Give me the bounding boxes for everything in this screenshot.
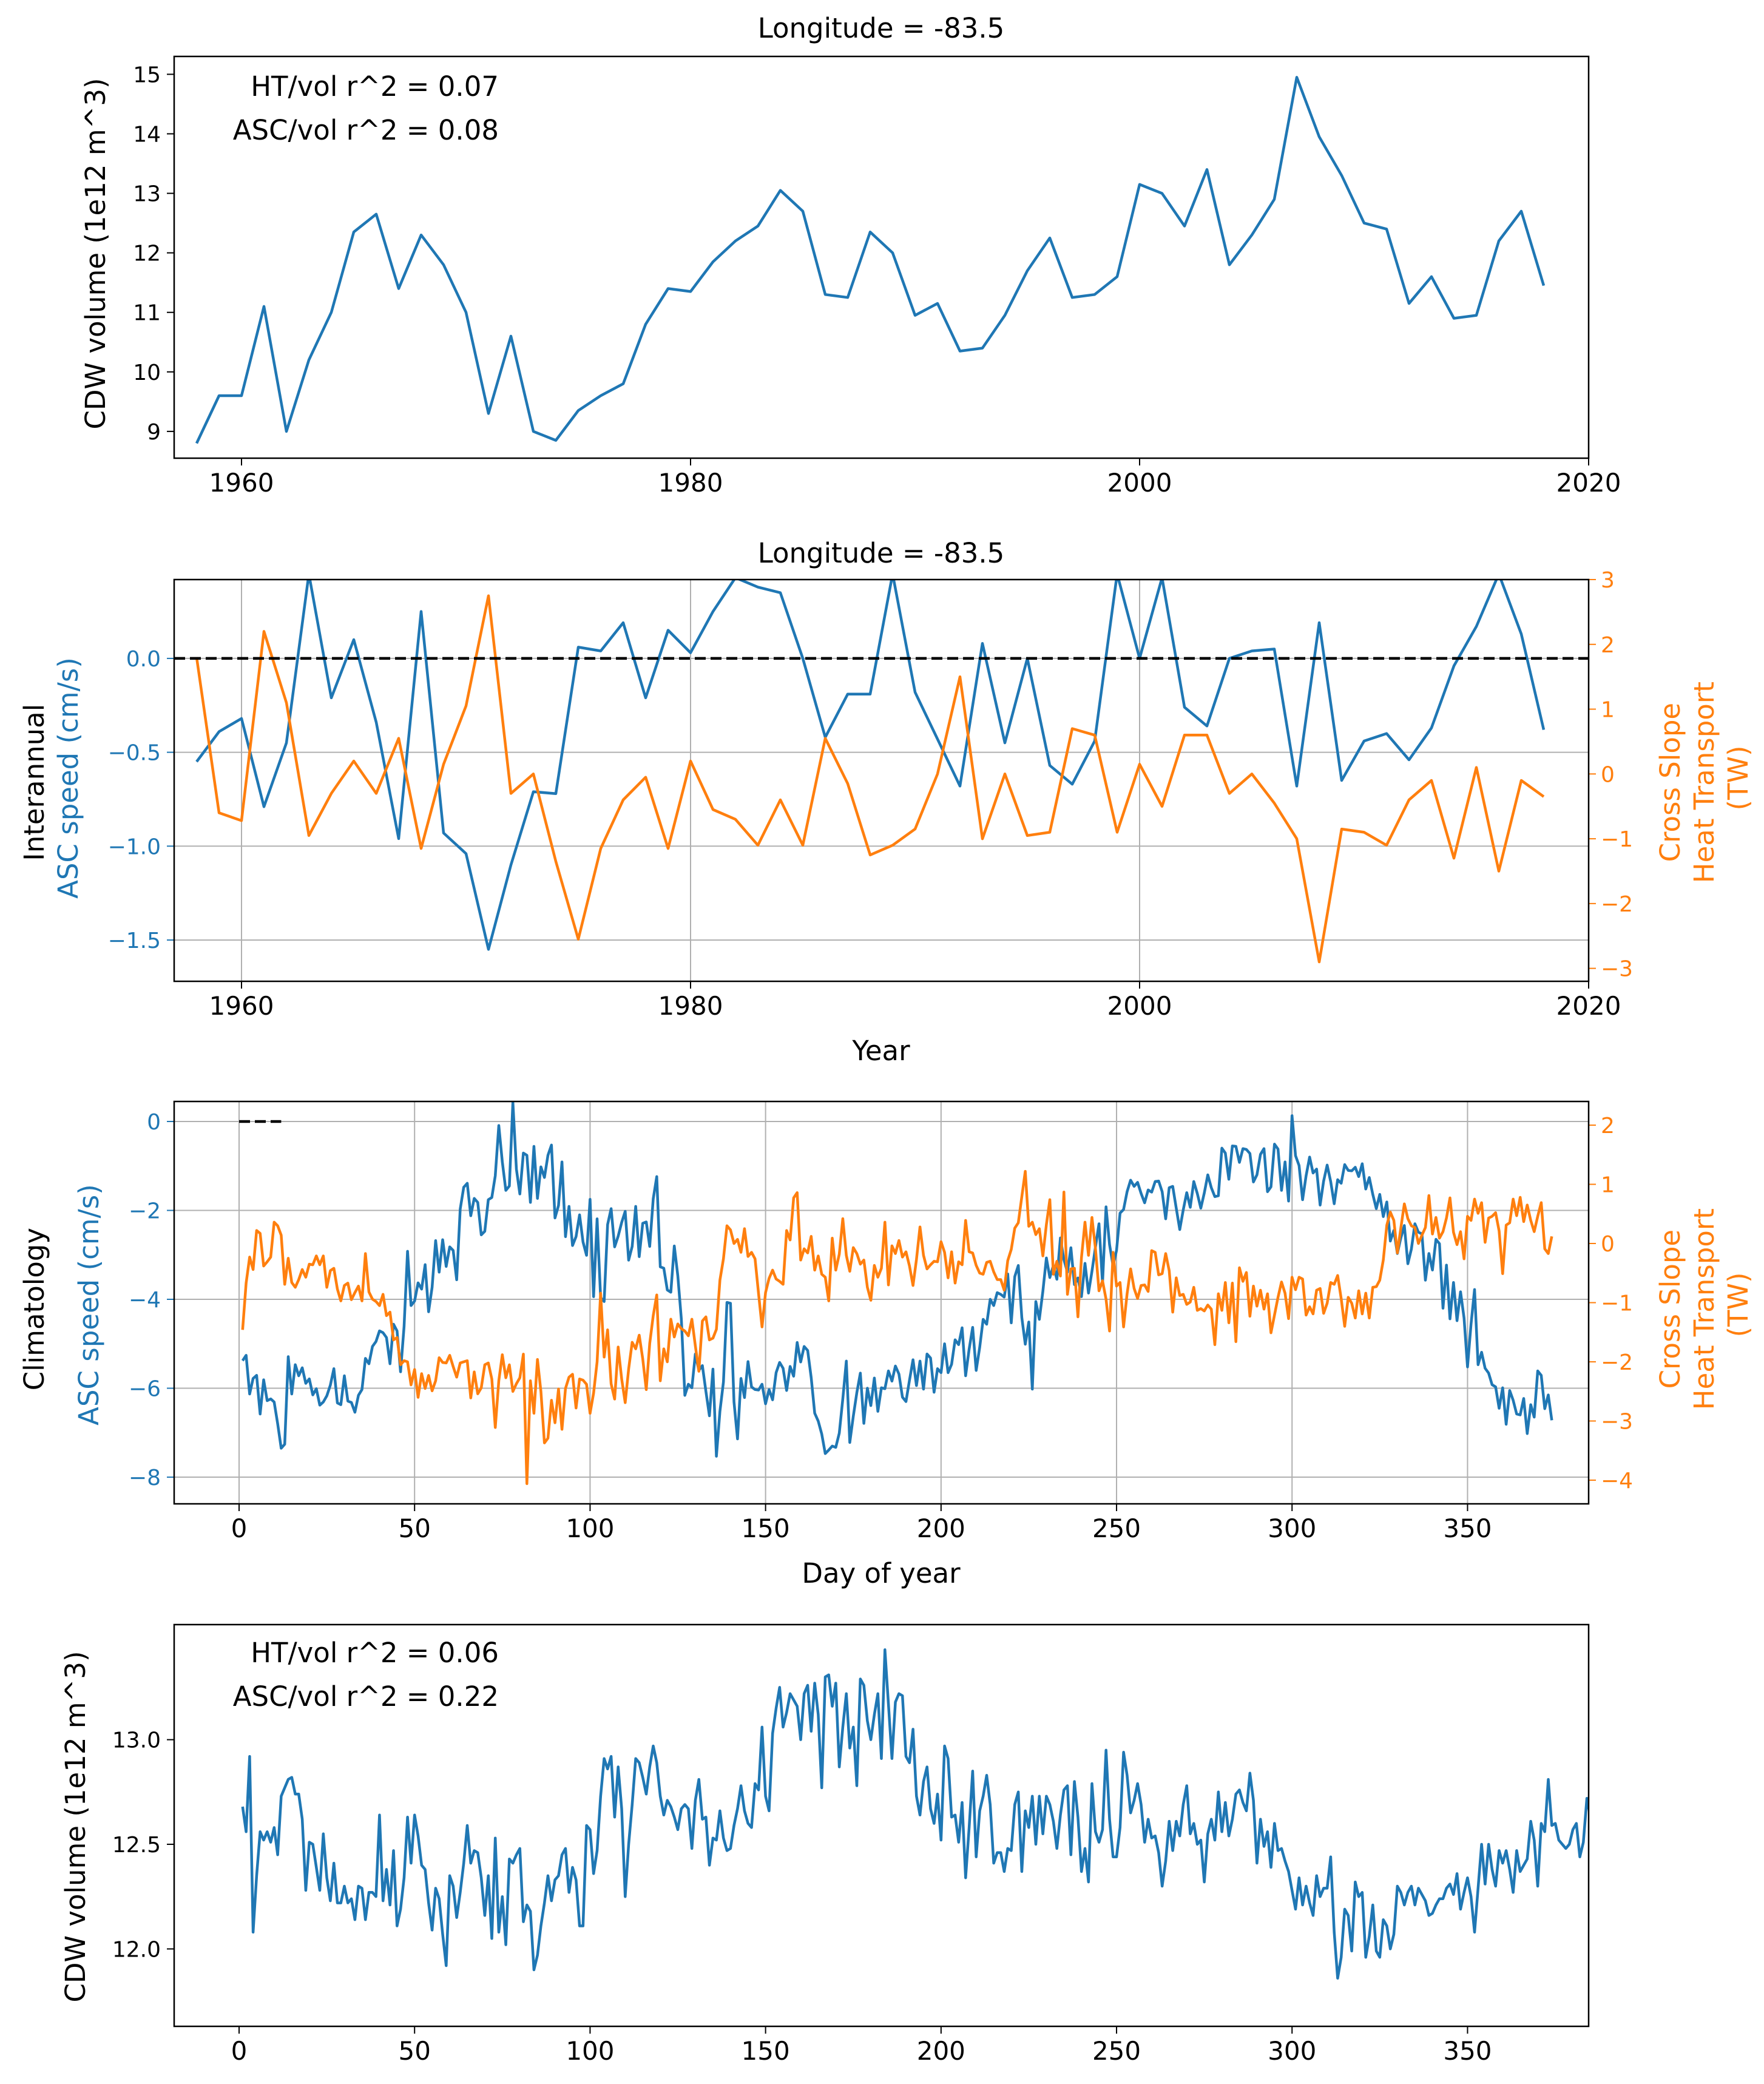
panel-2-right-ylabel-line-3: (TW)	[1722, 745, 1754, 810]
panel-3-climatology-asc-heat: Day of year Climatology ASC speed (cm/s)…	[18, 1100, 1754, 1589]
y-tick-label: 10	[133, 360, 161, 385]
panel-3-ylabel-line-2: ASC speed (cm/s)	[73, 1184, 105, 1426]
panel-3-ylabel-line-1: Climatology	[18, 1228, 50, 1390]
y-tick-label: 13	[133, 182, 161, 207]
panel-1-annotation-ht: HT/vol r^2 = 0.07	[251, 70, 499, 103]
panel-3-right-ylabel-group: Cross Slope Heat Transport (TW)	[1654, 1200, 1754, 1410]
panel-2-xlabel: Year	[851, 1035, 910, 1067]
x-tick-label: 1980	[658, 468, 723, 498]
x-tick-label: 300	[1268, 1514, 1316, 1543]
right-y-tick-label: −4	[1601, 1469, 1633, 1494]
y-tick-label: 12	[133, 242, 161, 266]
panel-3-right-ylabel-line-1: Cross Slope	[1654, 1230, 1686, 1389]
panel-4-ylabel: CDW volume (1e12 m^3)	[59, 1651, 92, 2002]
axes-frame	[173, 578, 1590, 983]
panel-4-annotation-asc: ASC/vol r^2 = 0.22	[233, 1680, 499, 1713]
panel-2-right-ylabel-group: Cross Slope Heat Transport (TW)	[1654, 673, 1754, 884]
x-tick-label: 300	[1268, 2036, 1316, 2066]
right-y-tick-label: −2	[1601, 892, 1633, 917]
right-y-tick-label: −3	[1601, 1410, 1633, 1435]
cdw-volume-series-line	[195, 76, 1546, 444]
panel-4-climatology-cdw-volume: CDW volume (1e12 m^3) HT/vol r^2 = 0.06 …	[59, 1623, 1590, 2066]
y-tick-label: 11	[133, 301, 161, 326]
panel-1-annotation-asc: ASC/vol r^2 = 0.08	[233, 114, 499, 146]
x-tick-label: 200	[917, 1514, 965, 1543]
panel-2-ylabel-line-1: Interannual	[18, 704, 50, 861]
panel-1-ylabel: CDW volume (1e12 m^3)	[79, 78, 112, 429]
y-tick-label: 14	[133, 122, 161, 147]
y-tick-label: 12.5	[112, 1833, 161, 1858]
panel-2-interannual-asc-heat: Longitude = -83.5 Year Interannual ASC s…	[18, 537, 1754, 1067]
panel-3-right-ylabel-line-2: Heat Transport	[1688, 1208, 1720, 1410]
y-tick-label: 13.0	[112, 1728, 161, 1753]
x-tick-label: 0	[231, 2036, 248, 2066]
x-tick-label: 150	[742, 1514, 790, 1543]
y-tick-label: −8	[129, 1466, 161, 1490]
right-y-tick-label: 1	[1601, 698, 1615, 723]
panel-1-interannual-cdw-volume: Longitude = -83.5 CDW volume (1e12 m^3) …	[79, 12, 1621, 498]
x-tick-label: 2020	[1556, 991, 1621, 1021]
asc-speed-series-line	[241, 1101, 1553, 1458]
panel-3-right-ylabel-line-3: (TW)	[1722, 1272, 1754, 1337]
right-y-tick-label: −1	[1601, 1291, 1633, 1316]
right-y-tick-label: −2	[1601, 1350, 1633, 1375]
right-y-tick-label: 0	[1601, 762, 1615, 787]
asc-speed-series-line	[195, 580, 1546, 951]
right-y-tick-label: −1	[1601, 827, 1633, 852]
x-tick-label: 0	[231, 1514, 248, 1543]
panel-2-ylabel-group: Interannual ASC speed (cm/s)	[18, 657, 84, 899]
heat-transport-series-line	[241, 1169, 1553, 1486]
x-tick-label: 2000	[1107, 468, 1172, 498]
right-y-tick-label: 0	[1601, 1232, 1615, 1257]
right-y-tick-label: 1	[1601, 1173, 1615, 1198]
cdw-volume-series-line	[241, 1648, 1589, 1980]
right-y-tick-label: −3	[1601, 957, 1633, 982]
x-tick-label: 100	[566, 1514, 614, 1543]
x-tick-label: 350	[1443, 2036, 1492, 2066]
y-tick-label: 0.0	[126, 647, 161, 672]
x-tick-label: 50	[398, 1514, 430, 1543]
y-tick-label: −2	[129, 1199, 161, 1223]
x-tick-label: 150	[742, 2036, 790, 2066]
right-y-tick-label: 2	[1601, 1114, 1615, 1138]
y-tick-label: 12.0	[112, 1937, 161, 1962]
x-tick-label: 200	[917, 2036, 965, 2066]
y-tick-label: 0	[147, 1110, 161, 1135]
x-tick-label: 250	[1092, 1514, 1141, 1543]
panel-3-xlabel: Day of year	[802, 1557, 961, 1589]
x-tick-label: 2000	[1107, 991, 1172, 1021]
heat-transport-series-line	[195, 594, 1545, 964]
x-tick-label: 50	[398, 2036, 430, 2066]
axes-frame	[173, 55, 1590, 459]
y-tick-label: −1.5	[108, 929, 161, 953]
panel-3-ylabel-group: Climatology ASC speed (cm/s)	[18, 1184, 105, 1426]
x-tick-label: 1960	[209, 991, 274, 1021]
right-y-tick-label: 2	[1601, 633, 1615, 658]
panel-2-ylabel-line-2: ASC speed (cm/s)	[52, 657, 84, 899]
y-tick-label: −1.0	[108, 834, 161, 859]
axes-frame	[173, 1100, 1590, 1505]
x-tick-label: 250	[1092, 2036, 1141, 2066]
panel-4-annotation-ht: HT/vol r^2 = 0.06	[251, 1637, 499, 1669]
x-tick-label: 1960	[209, 468, 274, 498]
x-tick-label: 1980	[658, 991, 723, 1021]
x-tick-label: 2020	[1556, 468, 1621, 498]
panel-2-right-ylabel-line-1: Cross Slope	[1654, 703, 1686, 862]
y-tick-label: −4	[129, 1288, 161, 1313]
panel-2-title: Longitude = -83.5	[758, 537, 1005, 569]
panel-2-right-ylabel-line-2: Heat Transport	[1688, 682, 1720, 883]
right-y-tick-label: 3	[1601, 568, 1615, 593]
panel-1-title: Longitude = -83.5	[758, 12, 1005, 44]
y-tick-label: 9	[147, 420, 161, 445]
x-tick-label: 350	[1443, 1514, 1492, 1543]
x-tick-label: 100	[566, 2036, 614, 2066]
y-tick-label: 15	[133, 63, 161, 87]
y-tick-label: −6	[129, 1377, 161, 1402]
axes-frame	[173, 1623, 1590, 2028]
y-tick-label: −0.5	[108, 741, 161, 766]
